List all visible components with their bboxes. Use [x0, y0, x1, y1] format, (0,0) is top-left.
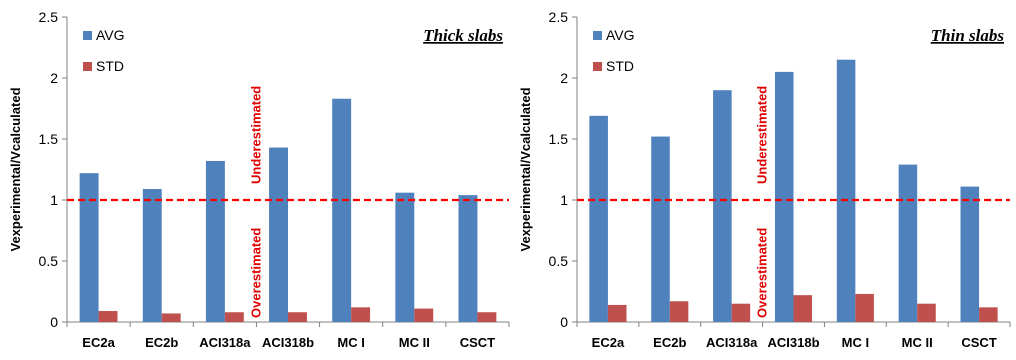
bar-avg	[589, 115, 608, 322]
bar-std	[224, 312, 244, 322]
y-tick-label: 1.5	[39, 131, 59, 147]
legend-swatch-std	[593, 62, 602, 71]
legend-label-avg: AVG	[96, 27, 125, 43]
legend-swatch-std	[83, 62, 92, 71]
x-tick-label: ACI318b	[767, 335, 819, 350]
bar-avg	[836, 59, 856, 322]
bar-std	[979, 307, 998, 322]
y-tick-label: 0	[560, 314, 568, 330]
bar-std	[161, 313, 181, 322]
bar-std	[731, 303, 751, 322]
legend-label-avg: AVG	[606, 27, 635, 43]
y-tick-label: 2.5	[549, 9, 569, 25]
annotation-underestimated: Underestimated	[248, 86, 263, 184]
x-tick-label: MC II	[399, 335, 430, 350]
annotation-overestimated: Overestimated	[755, 228, 770, 318]
bar-std	[98, 311, 118, 322]
bar-std	[917, 303, 936, 322]
bar-std	[607, 304, 627, 322]
legend-swatch-avg	[593, 31, 602, 40]
x-tick-label: ACI318b	[262, 335, 314, 350]
bar-std	[288, 312, 307, 322]
y-tick-label: 0.5	[549, 253, 569, 269]
y-tick-label: 1	[50, 192, 58, 208]
bar-std	[351, 307, 371, 322]
bar-avg	[269, 147, 288, 322]
bar-avg	[205, 160, 225, 322]
bar-avg	[713, 90, 732, 322]
bar-avg	[142, 189, 162, 322]
x-tick-label: MC I	[842, 335, 869, 350]
bar-avg	[898, 164, 918, 322]
y-axis-label: Vexperimental/Vcalculated	[518, 87, 533, 251]
bar-std	[477, 312, 497, 322]
legend-swatch-avg	[83, 31, 92, 40]
bar-avg	[79, 173, 99, 322]
bar-avg	[774, 71, 794, 323]
bar-avg	[332, 98, 352, 323]
bar-avg	[960, 186, 980, 322]
y-tick-label: 2	[50, 70, 58, 86]
chart-panel-0: 0 0.5 1 1.5 2 2.5 EC2a EC2b ACI318a ACI318b MC I MC…	[8, 9, 510, 350]
x-tick-label: MC I	[337, 335, 364, 350]
y-tick-label: 2	[560, 70, 568, 86]
chart-title: Thin slabs	[931, 26, 1005, 45]
bar-std	[414, 308, 434, 322]
bar-avg	[458, 195, 478, 322]
legend-label-std: STD	[606, 58, 634, 74]
x-tick-label: EC2b	[653, 335, 686, 350]
x-tick-label: CSCT	[460, 335, 495, 350]
y-axis-label: Vexperimental/Vcalculated	[8, 87, 23, 251]
y-tick-label: 1.5	[549, 131, 569, 147]
y-tick-label: 0.5	[39, 253, 59, 269]
y-tick-label: 1	[560, 192, 568, 208]
chart-title: Thick slabs	[423, 26, 503, 45]
x-tick-label: EC2b	[145, 335, 178, 350]
annotation-underestimated: Underestimated	[755, 86, 770, 184]
bar-avg	[395, 192, 415, 322]
y-tick-label: 0	[50, 314, 58, 330]
bar-std	[793, 295, 813, 322]
x-tick-label: CSCT	[961, 335, 996, 350]
x-tick-label: ACI318a	[706, 335, 758, 350]
chart-panel-1: 0 0.5 1 1.5 2 2.5 EC2a EC2b ACI318a ACI318b MC I MC…	[518, 9, 1011, 350]
x-tick-label: EC2a	[592, 335, 625, 350]
bar-std	[669, 301, 689, 322]
bar-avg	[651, 136, 670, 322]
x-tick-label: EC2a	[82, 335, 115, 350]
y-tick-label: 2.5	[39, 9, 59, 25]
bar-std	[855, 293, 874, 322]
annotation-overestimated: Overestimated	[248, 228, 263, 318]
legend-label-std: STD	[96, 58, 124, 74]
x-tick-label: MC II	[902, 335, 933, 350]
x-tick-label: ACI318a	[199, 335, 251, 350]
